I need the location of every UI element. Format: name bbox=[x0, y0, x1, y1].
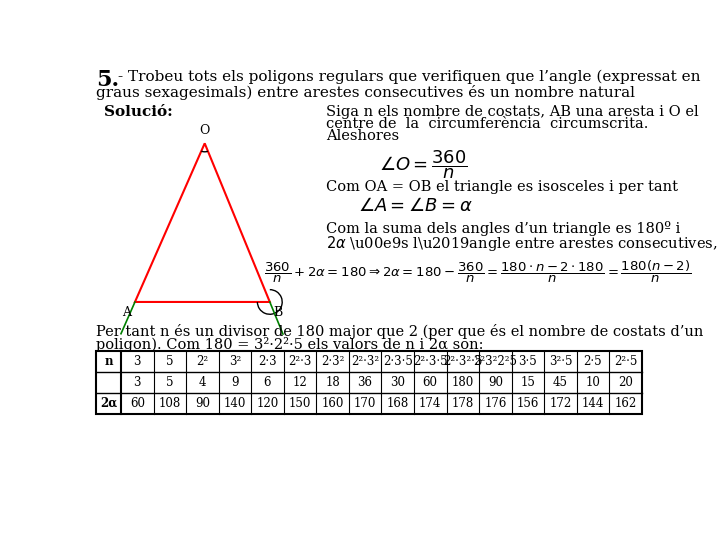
Text: 6: 6 bbox=[264, 376, 271, 389]
Text: 168: 168 bbox=[387, 397, 409, 410]
Text: poligon). Com 180 = 3²·2²·5 els valors de n i 2α son:: poligon). Com 180 = 3²·2²·5 els valors d… bbox=[96, 336, 484, 352]
Text: 60: 60 bbox=[423, 376, 438, 389]
Text: graus sexagesimals) entre arestes consecutives és un nombre natural: graus sexagesimals) entre arestes consec… bbox=[96, 85, 635, 100]
Text: $2\alpha$ \u00e9s l\u2019angle entre arestes consecutives, tenim:: $2\alpha$ \u00e9s l\u2019angle entre are… bbox=[326, 234, 720, 253]
Text: 120: 120 bbox=[256, 397, 279, 410]
Text: 108: 108 bbox=[158, 397, 181, 410]
Text: Solució:: Solució: bbox=[104, 105, 173, 119]
Text: 2·3²: 2·3² bbox=[321, 355, 344, 368]
Text: 2²: 2² bbox=[197, 355, 208, 368]
Text: centre de  la  circumferència  circumscrita.: centre de la circumferència circumscrita… bbox=[326, 117, 649, 131]
Text: 176: 176 bbox=[484, 397, 506, 410]
Text: 2²·3·5: 2²·3·5 bbox=[413, 355, 448, 368]
Text: 4: 4 bbox=[199, 376, 206, 389]
Text: 45: 45 bbox=[553, 376, 568, 389]
Text: Aleshores: Aleshores bbox=[326, 130, 400, 144]
Bar bbox=[96, 351, 642, 414]
Text: $\dfrac{360}{n} + 2\alpha = 180 \Rightarrow 2\alpha = 180 - \dfrac{360}{n} = \df: $\dfrac{360}{n} + 2\alpha = 180 \Rightar… bbox=[264, 259, 691, 285]
Text: 15: 15 bbox=[521, 376, 535, 389]
Text: Per tant n és un divisor de 180 major que 2 (per que és el nombre de costats d’u: Per tant n és un divisor de 180 major qu… bbox=[96, 323, 703, 339]
Text: 90: 90 bbox=[488, 376, 503, 389]
Text: 5.: 5. bbox=[96, 70, 120, 91]
Text: $\angle O = \dfrac{360}{n}$: $\angle O = \dfrac{360}{n}$ bbox=[379, 148, 467, 180]
Text: 160: 160 bbox=[321, 397, 343, 410]
Text: 18: 18 bbox=[325, 376, 340, 389]
Text: 36: 36 bbox=[358, 376, 373, 389]
Text: 180: 180 bbox=[451, 376, 474, 389]
Text: 2α: 2α bbox=[100, 397, 117, 410]
Text: 90: 90 bbox=[195, 397, 210, 410]
Text: 3²: 3² bbox=[229, 355, 241, 368]
Text: 2²3²2²5: 2²3²2²5 bbox=[473, 355, 518, 368]
Text: B: B bbox=[274, 306, 283, 319]
Text: 144: 144 bbox=[582, 397, 604, 410]
Text: A: A bbox=[122, 306, 131, 319]
Text: 3·5: 3·5 bbox=[518, 355, 537, 368]
Text: Com OA = OB el triangle es isosceles i per tant: Com OA = OB el triangle es isosceles i p… bbox=[326, 180, 678, 194]
Text: 3²·5: 3²·5 bbox=[549, 355, 572, 368]
Text: 10: 10 bbox=[585, 376, 600, 389]
Text: - Trobeu tots els poligons regulars que verifiquen que l’angle (expressat en: - Trobeu tots els poligons regulars que … bbox=[118, 70, 701, 84]
Text: O: O bbox=[199, 124, 210, 137]
Text: Siga n els nombre de costats, AB una aresta i O el: Siga n els nombre de costats, AB una are… bbox=[326, 105, 699, 119]
Text: 9: 9 bbox=[231, 376, 238, 389]
Text: 2·5: 2·5 bbox=[584, 355, 603, 368]
Text: 150: 150 bbox=[289, 397, 311, 410]
Text: 2²·3²: 2²·3² bbox=[351, 355, 379, 368]
Text: 2²·5: 2²·5 bbox=[614, 355, 637, 368]
Text: n: n bbox=[104, 355, 113, 368]
Text: 2²·3: 2²·3 bbox=[288, 355, 312, 368]
Text: 3: 3 bbox=[133, 376, 141, 389]
Text: 172: 172 bbox=[549, 397, 572, 410]
Text: 12: 12 bbox=[292, 376, 307, 389]
Text: 60: 60 bbox=[130, 397, 145, 410]
Text: 3: 3 bbox=[133, 355, 141, 368]
Text: 170: 170 bbox=[354, 397, 377, 410]
Text: $\angle A = \angle B = \alpha$: $\angle A = \angle B = \alpha$ bbox=[358, 197, 473, 215]
Text: 20: 20 bbox=[618, 376, 633, 389]
Text: 30: 30 bbox=[390, 376, 405, 389]
Text: 5: 5 bbox=[166, 376, 174, 389]
Text: 178: 178 bbox=[451, 397, 474, 410]
Text: 2²·3²·5: 2²·3²·5 bbox=[443, 355, 482, 368]
Text: 162: 162 bbox=[614, 397, 636, 410]
Text: 156: 156 bbox=[517, 397, 539, 410]
Text: 5: 5 bbox=[166, 355, 174, 368]
Text: 174: 174 bbox=[419, 397, 441, 410]
Text: 140: 140 bbox=[224, 397, 246, 410]
Text: 2·3: 2·3 bbox=[258, 355, 276, 368]
Text: 2·3·5: 2·3·5 bbox=[383, 355, 413, 368]
Text: Com la suma dels angles d’un triangle es 180º i: Com la suma dels angles d’un triangle es… bbox=[326, 221, 680, 236]
